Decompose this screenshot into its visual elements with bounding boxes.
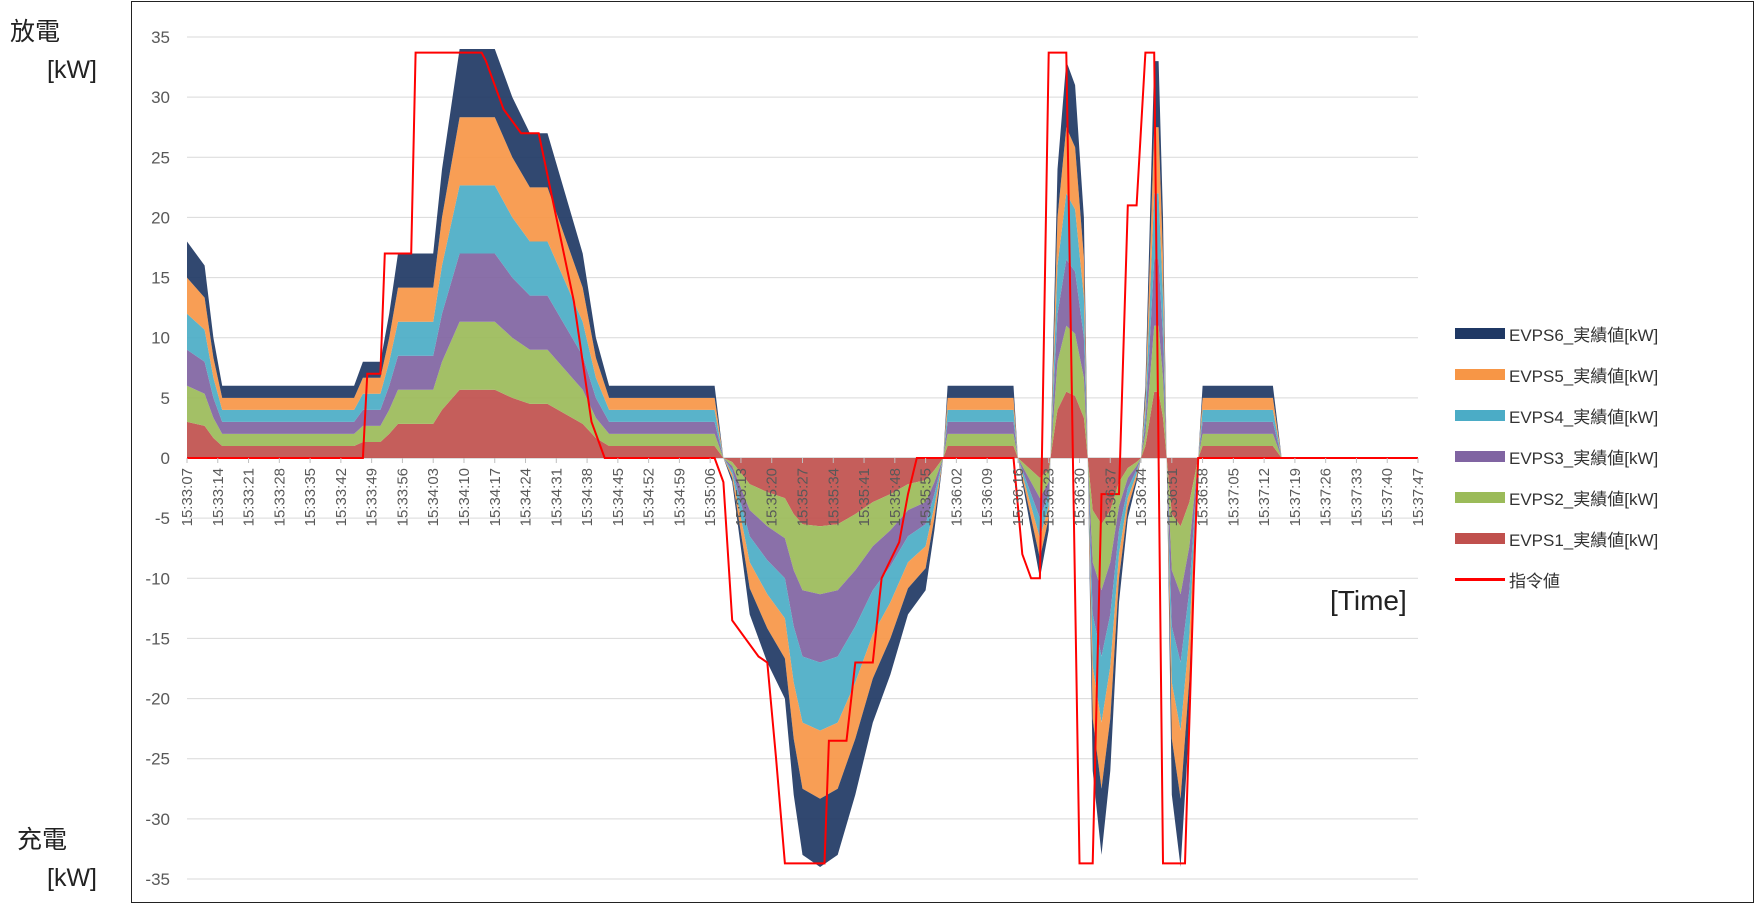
x-tick-label: 15:34:59 [671, 468, 688, 526]
y-tick-label: 10 [151, 329, 170, 348]
y-tick-label: 30 [151, 88, 170, 107]
y-tick-label: -30 [145, 810, 170, 829]
x-tick-label: 15:34:52 [641, 468, 658, 526]
legend-swatch [1455, 328, 1505, 339]
command-line [187, 51, 1418, 865]
x-tick-label: 15:33:49 [364, 468, 381, 526]
x-tick-label: 15:35:20 [764, 468, 781, 526]
legend-label: EVPS2_実績値[kW] [1509, 490, 1659, 509]
x-axis: 15:33:07 15:33:14 15:33:21 15:33:28 15:33:35… [179, 458, 1427, 526]
legend-swatch [1455, 578, 1505, 581]
x-tick-label: 15:35:48 [887, 468, 904, 526]
y-tick-label: -20 [145, 690, 170, 709]
x-tick-label: 15:34:45 [610, 468, 627, 526]
chart-frame [131, 1, 1754, 903]
legend-swatch [1455, 451, 1505, 462]
x-tick-label: 15:35:34 [825, 468, 842, 526]
y-tick-label: -5 [155, 509, 170, 528]
x-tick-label: 15:33:07 [179, 468, 196, 526]
x-tick-label: 15:36:09 [979, 468, 996, 526]
y-bottom-label-line2: [kW] [47, 864, 97, 892]
legend-item: EVPS4_実績値[kW] [1455, 395, 1658, 436]
y-tick-label: -15 [145, 629, 170, 648]
y-tick-label: 5 [161, 389, 170, 408]
x-tick-label: 15:37:47 [1410, 468, 1427, 526]
x-tick-label: 15:33:21 [241, 468, 258, 526]
x-tick-label: 15:37:05 [1225, 468, 1242, 526]
x-tick-label: 15:36:51 [1164, 468, 1181, 526]
legend: EVPS6_実績値[kW] EVPS5_実績値[kW] EVPS4_実績値[kW] E… [1455, 313, 1658, 600]
legend-swatch [1455, 533, 1505, 544]
x-tick-label: 15:35:06 [702, 468, 719, 526]
legend-swatch [1455, 492, 1505, 503]
x-tick-label: 15:37:12 [1256, 468, 1273, 526]
x-tick-label: 15:37:19 [1287, 468, 1304, 526]
y-tick-label: 0 [161, 449, 170, 468]
legend-label: EVPS5_実績値[kW] [1509, 367, 1659, 386]
command-series-line [187, 51, 1418, 865]
x-tick-label: 15:34:03 [425, 468, 442, 526]
x-tick-label: 15:34:17 [487, 468, 504, 526]
series-area-EVPS2_実績値[kW] [187, 321, 1418, 595]
legend-swatch [1455, 410, 1505, 421]
y-tick-label: 15 [151, 269, 170, 288]
x-tick-label: 15:34:10 [456, 468, 473, 526]
y-tick-label: 20 [151, 208, 170, 227]
x-tick-label: 15:37:40 [1379, 468, 1396, 526]
x-tick-label: 15:36:16 [1010, 468, 1027, 526]
x-tick-label: 15:36:02 [948, 468, 965, 526]
y-axis: 35 30 25 20 15 10 5 0 -5 -10 -15 -20 -25 -30 -35 [145, 28, 170, 889]
x-tick-label: 15:35:41 [856, 468, 873, 526]
x-tick-label: 15:37:33 [1348, 468, 1365, 526]
x-tick-label: 15:33:42 [333, 468, 350, 526]
legend-item: EVPS1_実績値[kW] [1455, 518, 1658, 559]
x-tick-label: 15:33:35 [302, 468, 319, 526]
y-top-label-line2: [kW] [47, 56, 97, 84]
y-tick-label: -25 [145, 750, 170, 769]
y-bottom-label-line1: 充電 [17, 826, 68, 854]
x-tick-label: 15:37:26 [1318, 468, 1335, 526]
x-tick-label: 15:34:31 [548, 468, 565, 526]
x-tick-label: 15:35:27 [795, 468, 812, 526]
x-tick-label: 15:36:44 [1133, 468, 1150, 526]
legend-item: 指令値 [1455, 559, 1658, 600]
legend-swatch [1455, 369, 1505, 380]
legend-label: 指令値 [1509, 572, 1560, 591]
legend-item: EVPS6_実績値[kW] [1455, 313, 1658, 354]
y-tick-label: -35 [145, 870, 170, 889]
x-tick-label: 15:36:58 [1195, 468, 1212, 526]
y-tick-label: 25 [151, 148, 170, 167]
x-tick-label: 15:36:37 [1102, 468, 1119, 526]
x-tick-label: 15:34:38 [579, 468, 596, 526]
legend-item: EVPS5_実績値[kW] [1455, 354, 1658, 395]
x-tick-label: 15:36:23 [1041, 468, 1058, 526]
x-tick-label: 15:35:13 [733, 468, 750, 526]
x-tick-label: 15:33:14 [210, 468, 227, 526]
legend-label: EVPS1_実績値[kW] [1509, 531, 1659, 550]
x-tick-label: 15:33:56 [394, 468, 411, 526]
legend-label: EVPS4_実績値[kW] [1509, 408, 1659, 427]
x-tick-label: 15:35:55 [918, 468, 935, 526]
legend-item: EVPS2_実績値[kW] [1455, 477, 1658, 518]
y-top-label-line1: 放電 [10, 18, 61, 46]
x-tick-label: 15:34:24 [518, 468, 535, 526]
legend-label: EVPS3_実績値[kW] [1509, 449, 1659, 468]
legend-item: EVPS3_実績値[kW] [1455, 436, 1658, 477]
legend-label: EVPS6_実績値[kW] [1509, 326, 1659, 345]
x-tick-label: 15:36:30 [1071, 468, 1088, 526]
y-tick-label: 35 [151, 28, 170, 47]
x-axis-title: [Time] [1330, 585, 1407, 616]
y-tick-label: -10 [145, 569, 170, 588]
x-tick-label: 15:33:28 [271, 468, 288, 526]
